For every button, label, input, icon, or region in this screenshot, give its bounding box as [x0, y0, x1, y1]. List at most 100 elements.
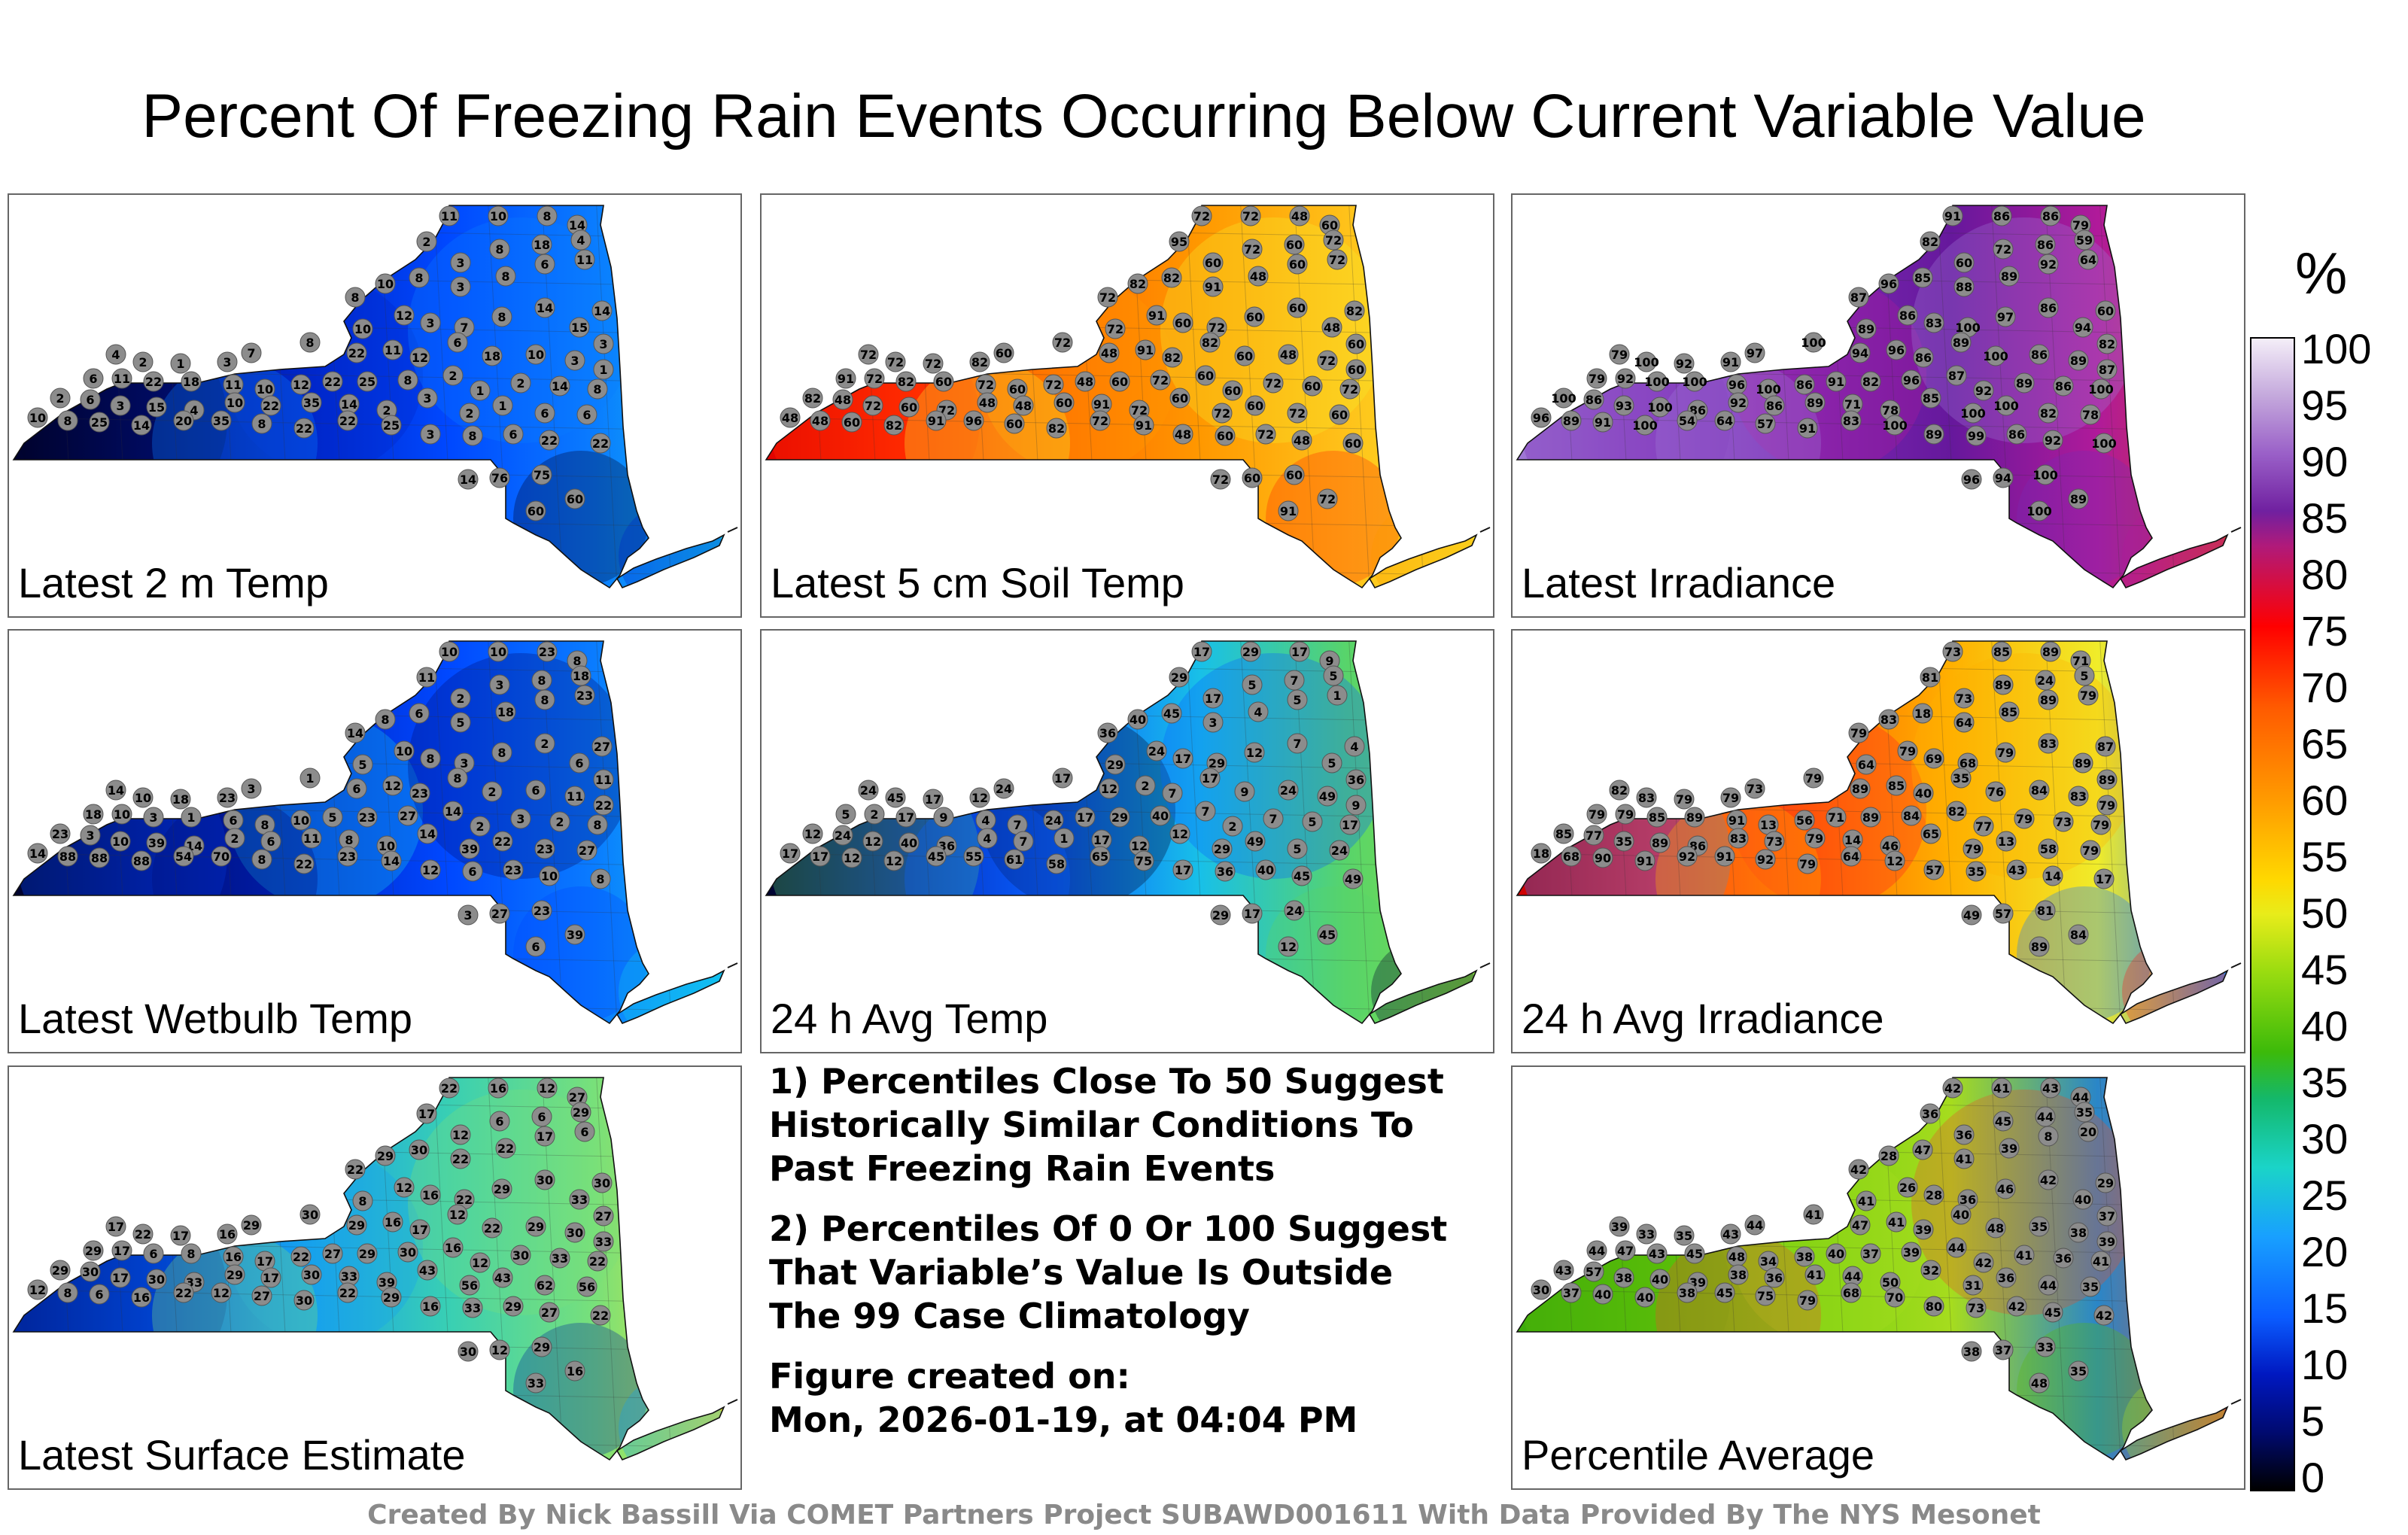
- station-marker: 22: [539, 430, 560, 451]
- station-marker: 2: [1135, 775, 1156, 796]
- station-marker: 6: [525, 936, 546, 957]
- station-marker: 40: [1634, 1287, 1655, 1308]
- station-value: 64: [1858, 758, 1874, 772]
- station-value: 4: [1254, 705, 1262, 719]
- station-value: 39: [567, 928, 583, 942]
- station-value: 14: [419, 827, 436, 841]
- station-value: 8: [497, 746, 506, 760]
- station-value: 23: [339, 850, 356, 864]
- station-value: 46: [1882, 839, 1899, 853]
- station-marker: 2: [470, 816, 491, 837]
- station-marker: 44: [2070, 1087, 2091, 1108]
- station-value: 13: [1998, 834, 2014, 849]
- station-marker: 33: [1636, 1223, 1657, 1245]
- station-marker: 6: [525, 780, 546, 801]
- station-value: 83: [1926, 316, 1942, 330]
- station-marker: 89: [1850, 778, 1871, 799]
- colorbar-tick: 40: [2301, 1002, 2349, 1050]
- station-marker: 89: [1561, 410, 1582, 431]
- station-marker: 5: [352, 754, 373, 775]
- station-value: 22: [175, 1286, 192, 1300]
- station-marker: 77: [1583, 825, 1604, 846]
- station-marker: 48: [1278, 344, 1299, 365]
- station-value: 89: [1995, 678, 2011, 692]
- station-marker: 23: [503, 859, 524, 880]
- station-value: 5: [358, 758, 366, 772]
- station-marker: 100: [1960, 403, 1986, 424]
- station-value: 72: [1325, 233, 1342, 248]
- station-value: 10: [135, 791, 151, 805]
- station-marker: 91: [1091, 394, 1112, 415]
- station-marker: 22: [143, 371, 164, 392]
- station-marker: 72: [1240, 205, 1261, 226]
- colorbar-tick: 35: [2301, 1059, 2349, 1106]
- station-value: 30: [82, 1265, 99, 1279]
- station-value: 45: [2045, 1306, 2061, 1320]
- station-marker: 79: [1586, 804, 1607, 825]
- station-marker: 29: [83, 1240, 104, 1261]
- station-marker: 5: [835, 804, 856, 825]
- station-marker: 2: [510, 372, 531, 394]
- station-marker: 14: [1842, 829, 1863, 850]
- station-value: 27: [595, 1209, 612, 1223]
- station-value: 2: [1141, 779, 1149, 793]
- station-marker: 72: [1150, 369, 1171, 391]
- station-value: 60: [1321, 218, 1338, 233]
- station-marker: 17: [254, 1251, 275, 1272]
- station-value: 42: [1975, 1256, 1992, 1270]
- station-value: 89: [2070, 492, 2087, 506]
- station-value: 36: [2055, 1251, 2072, 1266]
- station-marker: 22: [593, 795, 614, 816]
- station-marker: 10: [488, 205, 509, 226]
- station-marker: 11: [593, 769, 614, 790]
- station-value: 22: [293, 1250, 309, 1264]
- station-value: 22: [497, 1141, 514, 1156]
- station-value: 10: [377, 277, 394, 291]
- station-value: 62: [537, 1278, 553, 1293]
- station-value: 33: [595, 1235, 612, 1249]
- station-value: 82: [1163, 271, 1180, 285]
- station-value: 89: [1953, 336, 1969, 350]
- station-value: 29: [528, 1220, 544, 1234]
- station-value: 8: [257, 417, 266, 431]
- station-value: 57: [1926, 863, 1942, 877]
- station-value: 27: [569, 1090, 585, 1105]
- station-value: 42: [2008, 1299, 2025, 1314]
- station-value: 8: [260, 818, 269, 832]
- station-value: 60: [901, 400, 917, 415]
- station-value: 79: [2080, 688, 2096, 703]
- station-marker: 33: [569, 1189, 590, 1210]
- station-marker: 60: [1345, 359, 1367, 380]
- station-value: 60: [1345, 436, 1361, 451]
- station-marker: 17: [1191, 641, 1212, 662]
- station-value: 57: [1995, 907, 2011, 921]
- station-value: 30: [400, 1245, 416, 1260]
- station-value: 16: [219, 1227, 236, 1242]
- station-value: 3: [86, 828, 94, 843]
- station-value: 68: [1843, 1286, 1859, 1300]
- station-marker: 96: [1886, 339, 1907, 360]
- station-marker: 82: [1127, 273, 1148, 294]
- station-marker: 5: [450, 712, 471, 733]
- station-value: 10: [227, 396, 243, 410]
- station-value: 27: [324, 1247, 341, 1261]
- station-value: 96: [1880, 277, 1897, 291]
- station-value: 72: [1212, 473, 1229, 487]
- station-marker: 85: [1920, 388, 1941, 409]
- station-value: 44: [1589, 1244, 1605, 1258]
- station-marker: 17: [923, 789, 944, 810]
- station-value: 29: [1212, 908, 1229, 923]
- station-marker: 2: [534, 733, 555, 754]
- station-value: 38: [1796, 1250, 1813, 1264]
- station-value: 16: [422, 1188, 439, 1202]
- station-value: 23: [412, 786, 428, 801]
- station-marker: 72: [1242, 239, 1263, 260]
- station-marker: 12: [470, 1252, 491, 1273]
- station-marker: 14: [381, 850, 402, 871]
- station-value: 36: [1217, 865, 1233, 879]
- station-value: 60: [1286, 468, 1303, 482]
- station-marker: 44: [1744, 1214, 1765, 1236]
- station-marker: 86: [2006, 424, 2027, 445]
- station-marker: 5: [1287, 689, 1308, 710]
- station-marker: 85: [1646, 807, 1668, 828]
